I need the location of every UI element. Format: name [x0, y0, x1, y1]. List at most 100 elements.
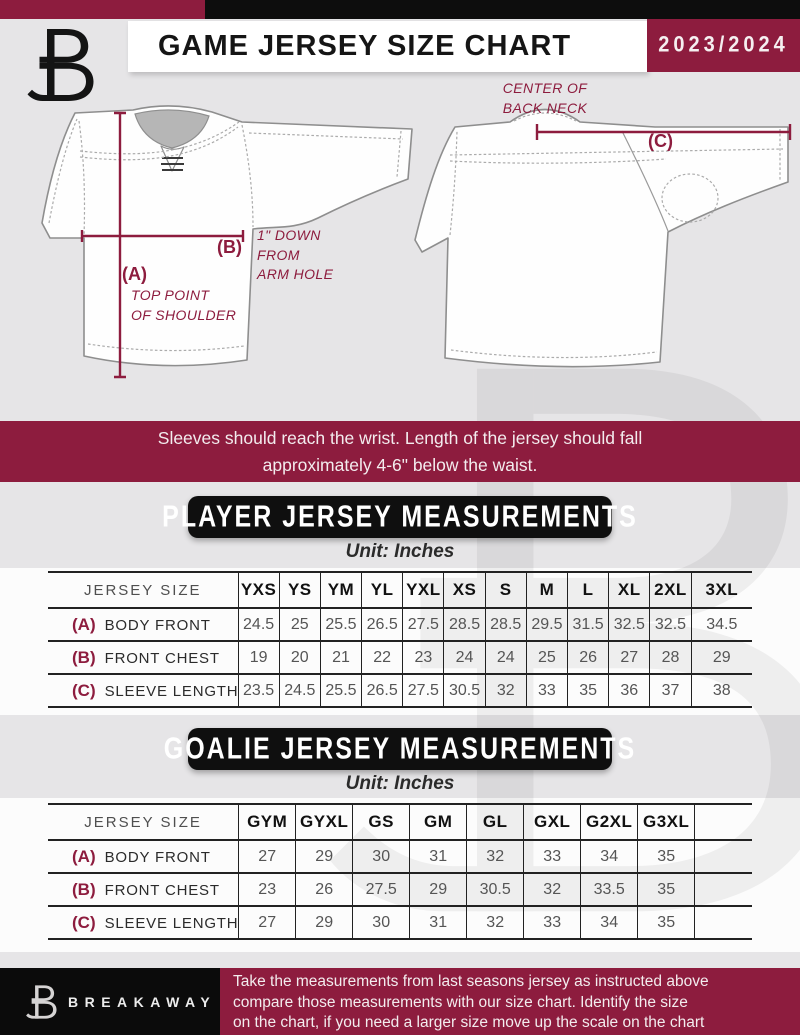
measurement-value: 32.5	[649, 607, 692, 642]
measurement-value: 27.5	[352, 872, 410, 907]
measurement-row: (C) SLEEVE LENGTH 23.5 24.5 25.5 26.5 27.5 30.5…	[48, 673, 753, 708]
measurement-row-label: (A) BODY FRONT	[48, 607, 238, 642]
measurement-value: 24.5	[278, 673, 321, 708]
measurement-value: 25	[278, 607, 321, 642]
measurement-name: SLEEVE LENGTH	[104, 682, 238, 700]
size-column-header: 3XL	[690, 571, 753, 609]
measurement-value: 34.5	[690, 607, 753, 642]
measurement-value: 20	[278, 640, 321, 675]
measurement-value: 32	[466, 839, 524, 874]
size-column-header: M	[525, 571, 568, 609]
page-title: GAME JERSEY SIZE CHART	[158, 30, 572, 62]
measurement-row-label: (B) FRONT CHEST	[48, 872, 239, 907]
goalie-size-table: JERSEY SIZE GYM GYXL GS GM GL GXL G2XL G3XL (A) BO…	[48, 803, 752, 940]
measurement-value: 33.5	[580, 872, 638, 907]
measurement-value: 35	[566, 673, 609, 708]
point-b-label: (B)	[217, 237, 242, 257]
measurement-key: (A)	[72, 614, 96, 634]
measurement-value: 37	[649, 673, 692, 708]
size-column-header: G2XL	[580, 803, 638, 841]
measurement-name: SLEEVE LENGTH	[104, 914, 239, 932]
empty-cell	[694, 905, 752, 940]
player-unit-label: Unit: Inches	[345, 541, 455, 562]
measurement-value: 23	[238, 872, 296, 907]
size-column-header: GXL	[523, 803, 581, 841]
measurement-name: FRONT CHEST	[104, 649, 220, 667]
size-column-header: YS	[278, 571, 321, 609]
measurement-value: 30.5	[443, 673, 486, 708]
size-column-header: GYXL	[295, 803, 353, 841]
goalie-section-header: GOALIE JERSEY MEASUREMENTS	[164, 728, 634, 770]
measurement-name: BODY FRONT	[104, 848, 211, 866]
jersey-size-header: JERSEY SIZE	[48, 803, 239, 841]
measurement-value: 25	[525, 640, 568, 675]
measurement-value: 32	[466, 905, 524, 940]
measurement-value: 24	[443, 640, 486, 675]
size-column-header: 2XL	[649, 571, 692, 609]
measurement-value: 27	[608, 640, 650, 675]
fit-note-line1: Sleeves should reach the wrist. Length o…	[157, 428, 643, 448]
measurement-row-label: (C) SLEEVE LENGTH	[48, 905, 239, 940]
measurement-value: 31	[409, 839, 467, 874]
measurement-value: 21	[319, 640, 362, 675]
measurement-value: 26	[295, 872, 353, 907]
measurement-key: (C)	[72, 680, 96, 700]
footer-note-line1: Take the measurements from last seasons …	[233, 973, 709, 990]
size-column-header: S	[484, 571, 527, 609]
measurement-value: 29	[295, 905, 353, 940]
measurement-value: 29	[690, 640, 753, 675]
measurement-value: 31	[409, 905, 467, 940]
measurement-value: 23.5	[237, 673, 280, 708]
measurement-row: (A) BODY FRONT 24.5 25 25.5 26.5 27.5 28.5 28.5 2…	[48, 607, 753, 642]
footer-note-line3: on the chart, if you need a larger size …	[233, 1014, 705, 1031]
measurement-value: 33	[525, 673, 568, 708]
measurement-key: (C)	[72, 912, 96, 932]
measurement-key: (A)	[72, 846, 96, 866]
size-column-header: XS	[443, 571, 486, 609]
measurement-name: BODY FRONT	[104, 616, 211, 634]
breakaway-logo	[26, 26, 98, 104]
footer-note-line2: compare those measurements with our size…	[233, 993, 688, 1011]
measurement-value: 33	[523, 905, 581, 940]
player-size-table: JERSEY SIZE YXS YS YM YL YXL XS S M L XL 2XL 3XL (A) B…	[48, 571, 753, 708]
goalie-section-title: GOALIE JERSEY MEASUREMENTS	[163, 731, 637, 766]
measurement-value: 35	[637, 839, 695, 874]
measurement-value: 28	[649, 640, 692, 675]
measurement-value: 35	[637, 872, 695, 907]
point-a-label: (A)	[122, 264, 147, 284]
size-column-header: GL	[466, 803, 524, 841]
measurement-value: 27.5	[402, 673, 444, 708]
measurement-value: 27.5	[402, 607, 444, 642]
measurement-row: (B) FRONT CHEST 19 20 21 22 23 24 24 25 26 27 28 29	[48, 640, 753, 675]
goalie-unit-label: Unit: Inches	[345, 773, 455, 794]
size-column-header: XL	[608, 571, 650, 609]
empty-cell	[694, 872, 752, 907]
measurement-key: (B)	[72, 879, 96, 899]
measurement-value: 36	[608, 673, 650, 708]
player-section-header: PLAYER JERSEY MEASUREMENTS	[162, 496, 636, 538]
measurement-row: (B) FRONT CHEST 23 26 27.5 29 30.5 32 33.5 35	[48, 872, 752, 907]
measurement-value: 29	[295, 839, 353, 874]
size-column-header: YXL	[402, 571, 444, 609]
top-bar-maroon	[0, 0, 205, 19]
measurement-row: (A) BODY FRONT 27 29 30 31 32 33 34 35	[48, 839, 752, 874]
size-column-header: GS	[352, 803, 410, 841]
measurement-value: 30	[352, 905, 410, 940]
measurement-value: 31.5	[566, 607, 609, 642]
measurement-value: 32	[484, 673, 527, 708]
measurement-value: 28.5	[484, 607, 527, 642]
measurement-row-label: (A) BODY FRONT	[48, 839, 239, 874]
top-bar-black	[205, 0, 800, 19]
measurement-value: 30	[352, 839, 410, 874]
measurement-value: 28.5	[443, 607, 486, 642]
measurement-value: 22	[361, 640, 403, 675]
size-column-header: GM	[409, 803, 467, 841]
empty-cell	[694, 839, 752, 874]
measurement-row-label: (C) SLEEVE LENGTH	[48, 673, 238, 708]
point-a-caption: TOP POINT OF SHOULDER	[131, 287, 237, 323]
measurement-value: 30.5	[466, 872, 524, 907]
point-c-label: (C)	[648, 131, 673, 151]
jersey-size-header: JERSEY SIZE	[48, 571, 238, 609]
season-box: 2023/2024	[647, 19, 800, 72]
measurement-value: 24	[484, 640, 527, 675]
